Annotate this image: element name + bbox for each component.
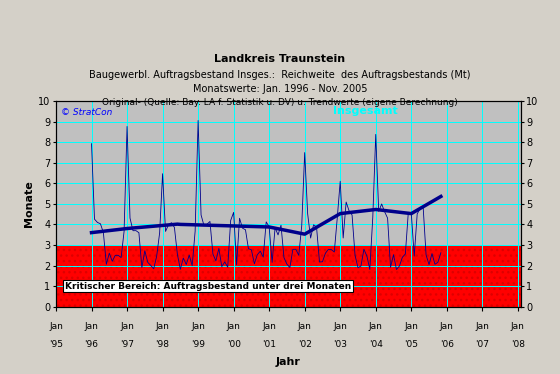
Text: Jan: Jan (156, 322, 170, 331)
Text: '95: '95 (49, 340, 63, 349)
Y-axis label: Monate: Monate (24, 181, 34, 227)
Text: Jan: Jan (85, 322, 99, 331)
Text: Jan: Jan (227, 322, 241, 331)
Text: Landkreis Traunstein: Landkreis Traunstein (214, 53, 346, 64)
Text: Jan: Jan (333, 322, 347, 331)
Text: © StratCon: © StratCon (62, 108, 113, 117)
Text: '03: '03 (333, 340, 347, 349)
Text: Jan: Jan (120, 322, 134, 331)
Text: '05: '05 (404, 340, 418, 349)
Text: Jan: Jan (369, 322, 382, 331)
Text: '06: '06 (440, 340, 454, 349)
Text: Monatswerte: Jan. 1996 - Nov. 2005: Monatswerte: Jan. 1996 - Nov. 2005 (193, 83, 367, 94)
Bar (56, 245, 521, 307)
Text: Jan: Jan (298, 322, 311, 331)
Text: '96: '96 (85, 340, 99, 349)
Text: '07: '07 (475, 340, 489, 349)
Text: '01: '01 (262, 340, 276, 349)
Text: '04: '04 (369, 340, 382, 349)
Text: '00: '00 (227, 340, 241, 349)
Text: Jan: Jan (262, 322, 276, 331)
Text: Insgesamt: Insgesamt (333, 106, 398, 116)
Text: Jan: Jan (511, 322, 525, 331)
Text: Baugewerbl. Auftragsbestand Insges.:  Reichweite  des Auftragsbestands (Mt): Baugewerbl. Auftragsbestand Insges.: Rei… (89, 70, 471, 80)
Text: Jan: Jan (49, 322, 63, 331)
Text: '08: '08 (511, 340, 525, 349)
Text: '97: '97 (120, 340, 134, 349)
Text: Jahr: Jahr (276, 356, 301, 367)
Text: Jan: Jan (404, 322, 418, 331)
Text: Jan: Jan (191, 322, 205, 331)
Text: '98: '98 (156, 340, 170, 349)
Bar (56, 245, 521, 307)
Text: Kritischer Bereich: Auftragsbestand unter drei Monaten: Kritischer Bereich: Auftragsbestand unte… (65, 282, 351, 291)
Text: Jan: Jan (475, 322, 489, 331)
Text: '02: '02 (298, 340, 311, 349)
Text: Jan: Jan (440, 322, 454, 331)
Text: '99: '99 (191, 340, 205, 349)
Text: Original- (Quelle: Bay. LA f. Statistik u. DV) u. Trendwerte (eigene Berechnung): Original- (Quelle: Bay. LA f. Statistik … (102, 98, 458, 107)
